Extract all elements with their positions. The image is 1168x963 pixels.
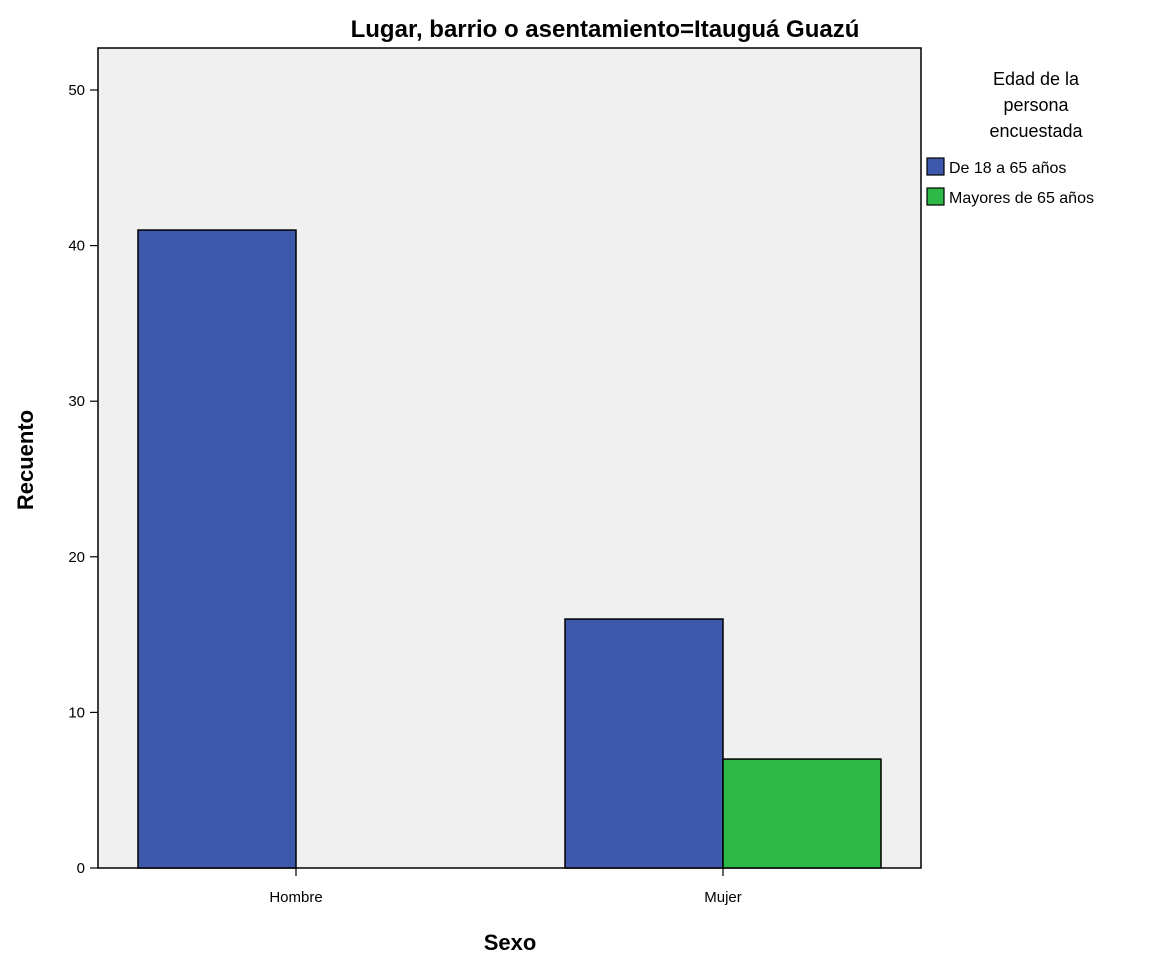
legend-label: Mayores de 65 años	[949, 190, 1094, 207]
y-tick-label: 30	[68, 393, 85, 410]
x-tick-label: Mujer	[704, 889, 742, 906]
legend-title-line: persona	[1003, 95, 1069, 115]
y-tick-label: 50	[68, 82, 85, 99]
bar	[722, 758, 882, 869]
legend-swatch	[926, 187, 945, 206]
legend-title-line: encuestada	[989, 121, 1083, 141]
chart-title: Lugar, barrio o asentamiento=Itauguá Gua…	[351, 16, 860, 43]
legend: Edad de la persona encuestada De 18 a 65 añ…	[926, 69, 1094, 207]
x-axis: Hombre Mujer	[269, 868, 742, 906]
y-tick-label: 0	[77, 860, 85, 877]
y-axis: 0 10 20 30 40 50	[68, 82, 98, 877]
y-axis-title: Recuento	[13, 410, 38, 510]
bar	[137, 229, 297, 869]
y-tick-label: 10	[68, 704, 85, 721]
x-tick-label: Hombre	[269, 889, 322, 906]
y-tick-label: 40	[68, 238, 85, 255]
legend-swatch	[926, 157, 945, 176]
bars	[137, 229, 882, 869]
bar	[564, 618, 724, 869]
x-axis-title: Sexo	[484, 930, 537, 955]
legend-title-line: Edad de la	[993, 69, 1080, 89]
legend-label: De 18 a 65 años	[949, 160, 1066, 177]
y-tick-label: 20	[68, 549, 85, 566]
